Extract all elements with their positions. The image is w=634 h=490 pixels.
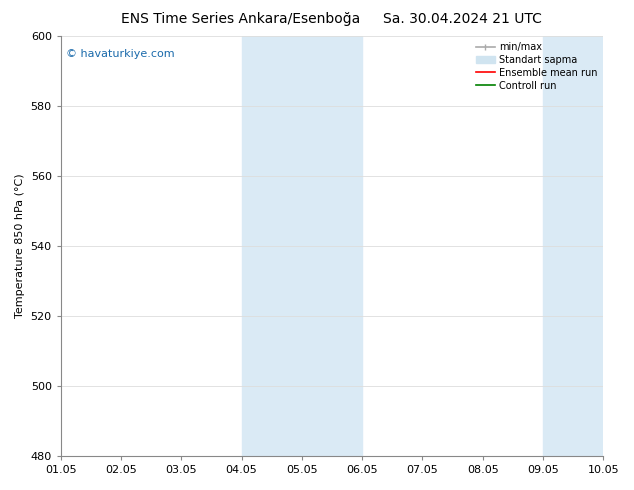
Bar	[242, 36, 362, 456]
Text: Sa. 30.04.2024 21 UTC: Sa. 30.04.2024 21 UTC	[384, 12, 542, 26]
Text: ENS Time Series Ankara/Esenboğa: ENS Time Series Ankara/Esenboğa	[121, 12, 361, 26]
Legend: min/max, Standart sapma, Ensemble mean run, Controll run: min/max, Standart sapma, Ensemble mean r…	[472, 38, 601, 95]
Bar	[543, 36, 603, 456]
Text: © havaturkiye.com: © havaturkiye.com	[67, 49, 175, 59]
Y-axis label: Temperature 850 hPa (°C): Temperature 850 hPa (°C)	[15, 174, 25, 318]
